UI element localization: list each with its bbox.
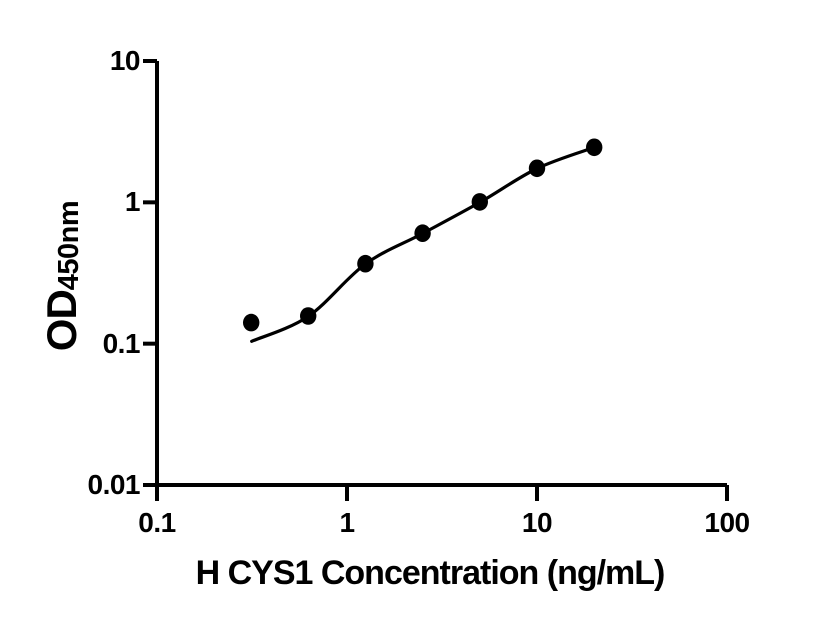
x-tick-label-1: 1 [339,507,355,538]
y-tick-label-0p1: 0.1 [102,327,141,359]
x-axis-title: H CYS1 Concentration (ng/mL) [195,554,666,592]
data-point-3 [357,254,374,273]
data-point-5 [471,193,488,211]
data-point-2 [300,307,317,325]
data-point-7 [586,138,603,157]
data-point-4 [414,224,431,242]
x-tick-label-10: 10 [521,507,553,538]
y-tick-label-10: 10 [109,45,141,76]
y-tick-label-0p01: 0.01 [87,469,141,500]
x-tick-label-100: 100 [704,507,750,538]
x-tick-label-0p1: 0.1 [138,507,176,538]
y-axis-title: OD 450nm [30,126,94,426]
y-tick-label-1: 1 [124,186,141,218]
data-point-1 [243,313,260,332]
axis-spines [155,61,727,487]
data-point-6 [528,159,546,178]
